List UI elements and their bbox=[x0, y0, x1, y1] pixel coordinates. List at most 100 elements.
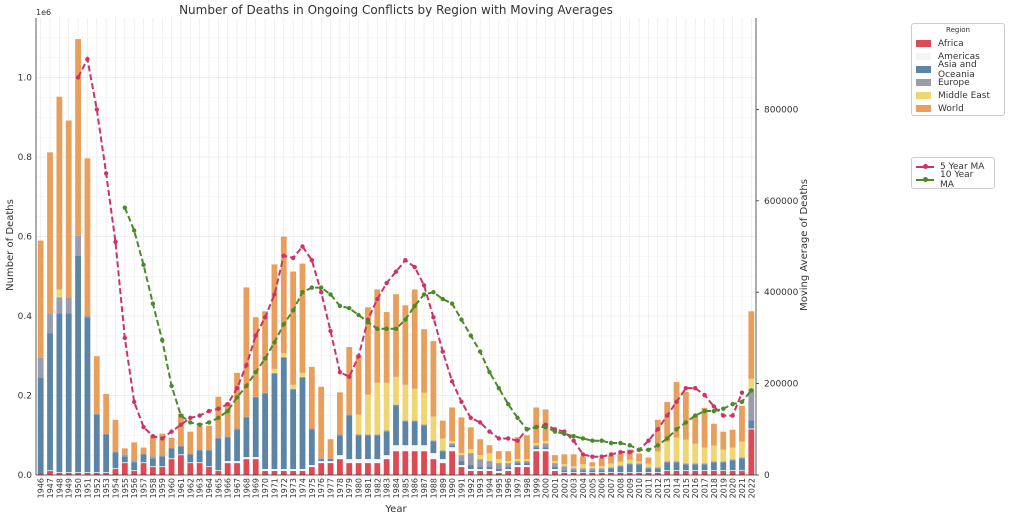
x-tick-label: 1961 bbox=[177, 478, 186, 498]
point-10-year-ma bbox=[449, 301, 455, 306]
bar-europe bbox=[495, 463, 502, 470]
bar-asia-and-oceania bbox=[561, 470, 568, 473]
y-right-tick-label: 200000 bbox=[764, 380, 799, 390]
bar-asia-and-oceania bbox=[290, 389, 297, 470]
point-5-year-ma bbox=[281, 253, 286, 258]
bar-middle-east bbox=[495, 459, 502, 464]
bar-americas bbox=[56, 472, 63, 474]
bar-middle-east bbox=[729, 447, 736, 460]
y-axis-label: Number of Deaths bbox=[5, 199, 16, 291]
x-tick-label: 1967 bbox=[233, 478, 242, 498]
bar-africa bbox=[570, 473, 577, 475]
bar-middle-east bbox=[598, 466, 605, 469]
bar-africa bbox=[439, 463, 446, 475]
bar-middle-east bbox=[56, 289, 63, 298]
point-10-year-ma bbox=[131, 228, 137, 233]
bar-middle-east bbox=[692, 443, 699, 464]
bar-americas bbox=[692, 470, 699, 472]
x-tick-label: 1951 bbox=[83, 478, 92, 498]
bar-middle-east bbox=[514, 459, 521, 462]
bar-americas bbox=[149, 466, 156, 468]
point-5-year-ma bbox=[244, 363, 249, 368]
bar-americas bbox=[318, 461, 325, 464]
x-tick-label: 2006 bbox=[598, 478, 607, 498]
bar-asia-and-oceania bbox=[140, 454, 147, 463]
x-tick-label: 1998 bbox=[523, 478, 532, 498]
bar-americas bbox=[84, 472, 91, 474]
x-tick-label: 1999 bbox=[532, 478, 541, 498]
point-10-year-ma bbox=[253, 369, 258, 375]
bar-world bbox=[84, 158, 91, 316]
bar-asia-and-oceania bbox=[149, 458, 156, 467]
y-tick-label: 0.2 bbox=[18, 392, 32, 402]
point-5-year-ma bbox=[683, 385, 689, 391]
x-tick-label: 1980 bbox=[355, 478, 364, 498]
bar-europe bbox=[346, 414, 353, 416]
point-5-year-ma bbox=[262, 315, 268, 320]
point-10-year-ma bbox=[524, 427, 530, 432]
point-5-year-ma bbox=[655, 427, 661, 432]
bar-europe bbox=[682, 463, 689, 465]
bar-americas bbox=[580, 472, 586, 474]
x-tick-label: 1981 bbox=[364, 478, 373, 498]
point-10-year-ma bbox=[627, 443, 632, 448]
point-10-year-ma bbox=[244, 383, 249, 389]
bar-asia-and-oceania bbox=[355, 435, 362, 460]
bar-americas bbox=[477, 469, 484, 472]
bar-world bbox=[617, 453, 624, 462]
legend-label: Middle East bbox=[938, 90, 991, 101]
point-10-year-ma bbox=[515, 415, 520, 421]
bar-world bbox=[477, 439, 484, 456]
bar-asia-and-oceania bbox=[346, 415, 353, 460]
point-5-year-ma bbox=[440, 349, 445, 354]
point-10-year-ma bbox=[683, 420, 689, 425]
bar-world bbox=[458, 417, 465, 454]
bar-africa bbox=[430, 459, 437, 475]
bar-world bbox=[748, 311, 755, 379]
legend-label: Europe bbox=[938, 77, 970, 88]
point-10-year-ma bbox=[534, 424, 539, 430]
bar-asia-and-oceania bbox=[37, 377, 44, 474]
bar-africa bbox=[561, 473, 568, 475]
bar-americas bbox=[542, 449, 549, 452]
line-5-year-ma bbox=[77, 56, 743, 458]
x-tick-label: 1976 bbox=[317, 478, 326, 498]
x-tick-label: 1986 bbox=[411, 478, 420, 498]
point-5-year-ma bbox=[664, 413, 670, 418]
bar-americas bbox=[533, 449, 540, 452]
bar-world bbox=[720, 431, 727, 450]
point-5-year-ma bbox=[113, 239, 118, 245]
bar-africa bbox=[477, 471, 484, 475]
bar-asia-and-oceania bbox=[495, 469, 502, 472]
bar-world bbox=[252, 317, 259, 397]
point-5-year-ma bbox=[515, 438, 520, 443]
bar-europe bbox=[290, 388, 297, 390]
y-tick-label: 0.0 bbox=[18, 471, 33, 481]
bar-asia-and-oceania bbox=[374, 435, 381, 460]
bar-asia-and-oceania bbox=[533, 447, 540, 450]
bar-world bbox=[654, 419, 661, 452]
bar-world bbox=[449, 407, 456, 442]
bar-asia-and-oceania bbox=[664, 462, 671, 471]
point-5-year-ma bbox=[487, 429, 492, 434]
bar-asia-and-oceania bbox=[617, 466, 624, 473]
bar-middle-east bbox=[477, 455, 484, 460]
bar-europe bbox=[84, 315, 91, 318]
x-tick-label: 1965 bbox=[214, 478, 223, 498]
bar-asia-and-oceania bbox=[262, 393, 268, 470]
x-tick-label: 1954 bbox=[111, 478, 120, 498]
bar-americas bbox=[739, 470, 745, 472]
bar-asia-and-oceania bbox=[411, 421, 418, 446]
x-tick-label: 1992 bbox=[467, 478, 476, 498]
bar-world bbox=[75, 39, 81, 236]
bar-africa bbox=[645, 473, 652, 475]
point-5-year-ma bbox=[347, 374, 352, 379]
bar-americas bbox=[729, 470, 736, 472]
point-10-year-ma bbox=[580, 436, 586, 441]
bar-europe bbox=[168, 447, 175, 449]
bar-americas bbox=[112, 468, 119, 470]
bar-africa bbox=[327, 463, 334, 475]
bar-world bbox=[131, 442, 138, 461]
bar-africa bbox=[682, 471, 689, 475]
x-tick-label: 1948 bbox=[55, 478, 64, 498]
